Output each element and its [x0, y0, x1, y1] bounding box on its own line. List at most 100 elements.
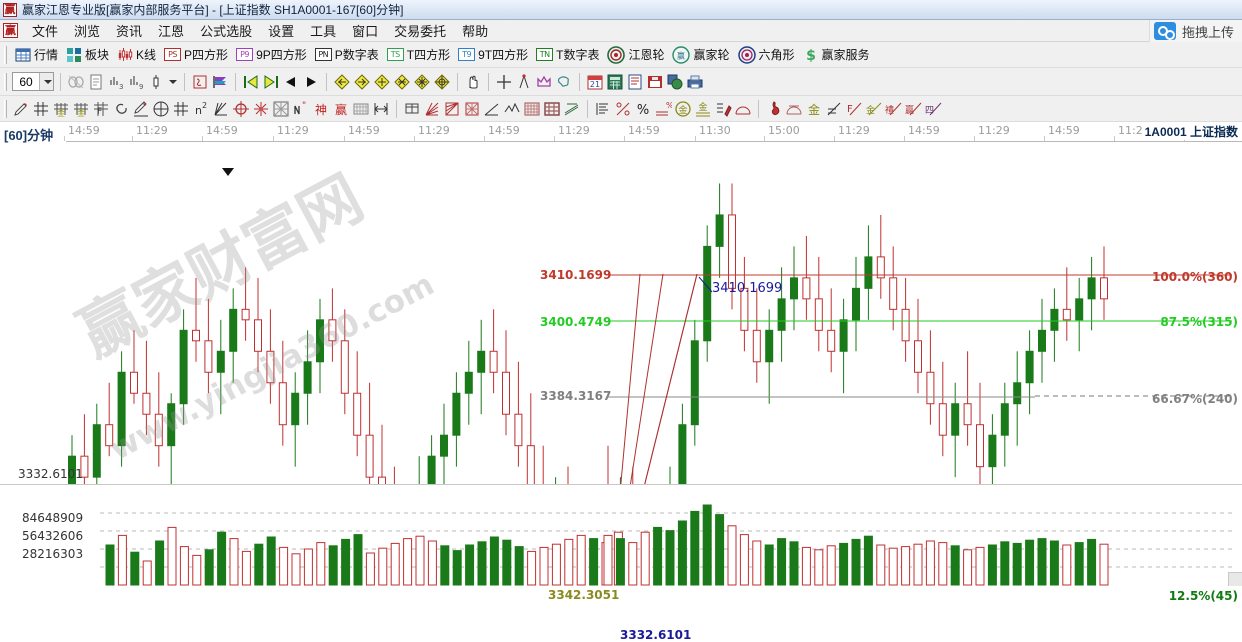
toolbar-sector-button[interactable]: 板块 — [63, 45, 112, 64]
crown-icon[interactable] — [535, 73, 553, 91]
toolbar-p-square-button[interactable]: PS P四方形 — [161, 45, 231, 64]
toolbar-t-square-button[interactable]: TS T四方形 — [384, 45, 453, 64]
grid-bold-icon[interactable] — [543, 100, 561, 118]
first-page-icon[interactable] — [242, 73, 260, 91]
crosshair-icon[interactable] — [495, 73, 513, 91]
menu-item-browse[interactable]: 浏览 — [74, 24, 101, 39]
save-image-icon[interactable] — [646, 73, 664, 91]
li-char-icon[interactable]: 禮 — [885, 100, 903, 118]
gold-slash-icon[interactable]: 金 — [865, 100, 883, 118]
color-flag-icon[interactable] — [211, 73, 229, 91]
mesh-grid-icon[interactable] — [352, 100, 370, 118]
drag-upload-button[interactable]: 拖拽上传 — [1148, 20, 1242, 42]
box-mesh-icon[interactable] — [463, 100, 481, 118]
percent-icon[interactable]: % — [634, 100, 652, 118]
toolbar-grip-2[interactable] — [4, 72, 7, 91]
wave-quote-icon[interactable]: " — [292, 100, 310, 118]
hand-pan-icon[interactable] — [464, 73, 482, 91]
box-frame-icon[interactable] — [403, 100, 421, 118]
gann-grid-icon[interactable] — [32, 100, 50, 118]
parallel-channel-icon[interactable] — [563, 100, 581, 118]
zoom-diamond-4-icon[interactable] — [393, 73, 411, 91]
plot-dropdown-marker-icon[interactable] — [220, 166, 236, 178]
ying-slash-icon[interactable]: 赢 — [905, 100, 923, 118]
star-burst-icon[interactable] — [252, 100, 270, 118]
bars-3-icon[interactable]: 3 — [107, 73, 125, 91]
calendar-21-icon[interactable]: 21 — [586, 73, 604, 91]
angle-lines-icon[interactable] — [212, 100, 230, 118]
bars-9-icon[interactable]: 9 — [127, 73, 145, 91]
notes-icon[interactable] — [626, 73, 644, 91]
scroll-corner[interactable] — [1228, 572, 1242, 586]
grid-fine-icon[interactable] — [523, 100, 541, 118]
clipboard-icon[interactable] — [87, 73, 105, 91]
chevron-down-icon[interactable] — [39, 73, 53, 90]
zoom-diamond-3-icon[interactable] — [373, 73, 391, 91]
next-icon[interactable] — [302, 73, 320, 91]
toolbar-gann-wheel-button[interactable]: 江恩轮 — [604, 45, 667, 65]
single-bar-icon[interactable] — [147, 73, 165, 91]
toolbar-grip-3[interactable] — [4, 99, 7, 118]
brain-icon[interactable] — [555, 73, 573, 91]
stamp-icon[interactable] — [191, 73, 209, 91]
menu-item-settings[interactable]: 设置 — [268, 24, 295, 39]
brush-bar-icon[interactable] — [714, 100, 732, 118]
gann-gold-1-icon[interactable]: 金 — [52, 100, 70, 118]
toolbar-quotes-button[interactable]: 行情 — [12, 45, 61, 64]
menu-item-gann[interactable]: 江恩 — [158, 24, 185, 39]
percent-slash-icon[interactable] — [614, 100, 632, 118]
menu-item-trade[interactable]: 交易委托 — [394, 24, 447, 39]
calculator-icon[interactable] — [606, 73, 624, 91]
shen-char-icon[interactable]: 神 — [312, 100, 330, 118]
prev-icon[interactable] — [282, 73, 300, 91]
percent-red-icon[interactable]: % — [654, 100, 672, 118]
toolbar-candle-button[interactable]: K线 — [114, 45, 159, 64]
trend-angle-icon[interactable] — [483, 100, 501, 118]
volume-panel[interactable]: 3332.6101 84648909 56432606 28216303 — [0, 467, 1242, 586]
globe-copy-icon[interactable] — [666, 73, 684, 91]
slash-half-icon[interactable] — [825, 100, 843, 118]
fan-lines-icon[interactable] — [423, 100, 441, 118]
list-steps-icon[interactable] — [594, 100, 612, 118]
zigzag-icon[interactable] — [503, 100, 521, 118]
menu-item-formula-screen[interactable]: 公式选股 — [200, 24, 253, 39]
gold-circle-icon[interactable]: 金 — [674, 100, 692, 118]
period-select[interactable]: 60 — [12, 72, 54, 91]
menu-item-help[interactable]: 帮助 — [462, 24, 489, 39]
zoom-diamond-5-icon[interactable] — [413, 73, 431, 91]
price-plot[interactable]: 赢家财富网 www.yingjia360.com QQ:100800360 — [0, 144, 1242, 584]
flame-icon[interactable] — [765, 100, 783, 118]
toolbar-9t-square-button[interactable]: T9 9T四方形 — [455, 45, 531, 64]
f-slash-icon[interactable]: F — [845, 100, 863, 118]
gann-gold-2-icon[interactable]: 金 — [72, 100, 90, 118]
toolbar-9p-square-button[interactable]: P9 9P四方形 — [233, 45, 310, 64]
toolbar-grip[interactable] — [4, 45, 7, 64]
compass-icon[interactable] — [515, 73, 533, 91]
toolbar-t-number-table-button[interactable]: TN T数字表 — [533, 45, 602, 64]
four-slash-icon[interactable]: 四 — [925, 100, 943, 118]
link-disabled-icon[interactable] — [67, 73, 85, 91]
gold-bar-icon[interactable]: 金 — [694, 100, 712, 118]
zoom-diamond-1-icon[interactable] — [333, 73, 351, 91]
menu-item-news[interactable]: 资讯 — [116, 24, 143, 39]
pen-draw-icon[interactable] — [12, 100, 30, 118]
toolbar-winner-service-button[interactable]: $ 赢家服务 — [800, 45, 873, 64]
menu-item-file[interactable]: 文件 — [32, 24, 59, 39]
span-arrows-icon[interactable] — [372, 100, 390, 118]
grid-lines-icon[interactable] — [172, 100, 190, 118]
menu-item-window[interactable]: 窗口 — [352, 24, 379, 39]
circle-scale-icon[interactable] — [152, 100, 170, 118]
ying-char-icon[interactable]: 赢 — [332, 100, 350, 118]
dropdown-arrow-icon[interactable] — [167, 73, 178, 90]
pen-arrow-icon[interactable] — [132, 100, 150, 118]
toolbar-hexagon-button[interactable]: 六角形 — [735, 45, 798, 65]
toolbar-p-number-table-button[interactable]: PN P数字表 — [312, 45, 382, 64]
arc-red-icon[interactable] — [734, 100, 752, 118]
last-page-icon[interactable] — [262, 73, 280, 91]
gann-f-icon[interactable]: F — [92, 100, 110, 118]
zoom-diamond-2-icon[interactable] — [353, 73, 371, 91]
toolbar-winner-wheel-button[interactable]: 赢 赢家轮 — [669, 45, 732, 65]
arc-frame-icon[interactable] — [785, 100, 803, 118]
menu-item-tools[interactable]: 工具 — [310, 24, 337, 39]
